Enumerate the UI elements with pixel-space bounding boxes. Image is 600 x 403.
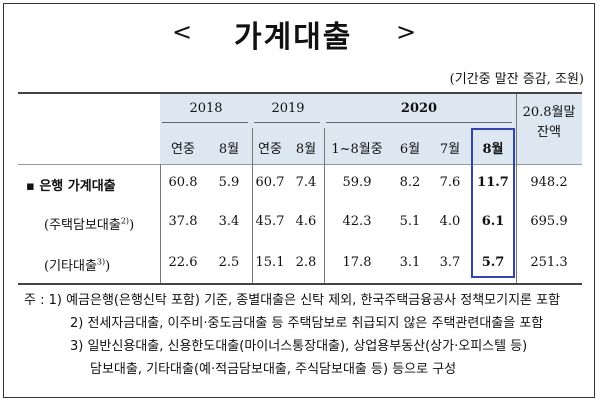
- table-cell: 60.7: [255, 175, 285, 190]
- footnote-3-continued: 담보대출, 기타대출(예·적금담보대출, 주식담보대출 등) 등으로 구성: [90, 362, 457, 377]
- table-cell: 3.7: [439, 255, 461, 270]
- table-cell: 22.6: [168, 255, 198, 270]
- balance-label-line2: 잔액: [537, 125, 561, 140]
- table-cell: 6.1: [481, 214, 505, 229]
- table-cell: 37.8: [168, 214, 198, 229]
- footnote-2: 2) 전세자금대출, 이주비·중도금대출 등 주택담보로 취급되지 않은 주택관…: [70, 316, 544, 331]
- title-right-bracket: >: [396, 18, 417, 46]
- table-cell: 3.4: [218, 214, 240, 229]
- footnote-3: 3) 일반신용대출, 신용한도대출(마이너스통장대출), 상업용부동산(상가·오…: [70, 339, 528, 354]
- table-cell: 15.1: [255, 255, 285, 270]
- table-cell: 2.8: [295, 255, 317, 270]
- table-cell: 59.9: [342, 175, 372, 190]
- title-text: 가계대출: [234, 20, 353, 55]
- table-cell: 17.8: [342, 255, 372, 270]
- sub-header: 8월: [482, 142, 504, 157]
- year-2018-underline: [162, 122, 248, 123]
- table-cell: 2.5: [218, 255, 240, 270]
- table-cell: 3.1: [399, 255, 421, 270]
- year-2020-underline: [326, 122, 512, 123]
- row-label: ▪ 은행 가계대출: [26, 179, 116, 194]
- column-separator: [516, 94, 517, 284]
- row-label: (기타대출3)): [44, 257, 111, 274]
- table-cell: 7.6: [439, 175, 461, 190]
- sub-header: 8월: [295, 142, 317, 157]
- table-cell: 60.8: [168, 175, 198, 190]
- footnote-1: 주 : 1) 예금은행(은행신탁 포함) 기준, 종별대출은 신탁 제외, 한국…: [24, 293, 561, 308]
- table-cell: 251.3: [530, 255, 568, 270]
- year-2019-underline: [254, 122, 320, 123]
- table-bottom-rule: [18, 283, 582, 285]
- table-cell: 695.9: [530, 214, 568, 229]
- table-cell: 4.0: [439, 214, 461, 229]
- column-separator: [324, 128, 325, 284]
- table-cell: 42.3: [342, 214, 372, 229]
- table-cell: 11.7: [477, 175, 509, 190]
- table-cell: 7.4: [295, 175, 317, 190]
- table-cell: 5.9: [218, 175, 240, 190]
- content-frame: [3, 3, 595, 398]
- table-cell: 948.2: [530, 175, 568, 190]
- table-cell: 45.7: [255, 214, 285, 229]
- highlight-box-aug-2020: [471, 128, 515, 278]
- sub-header: 연중: [258, 142, 282, 157]
- table-cell: 4.6: [295, 214, 317, 229]
- year-2020: 2020: [400, 101, 438, 116]
- year-2018: 2018: [189, 101, 223, 116]
- table-cell: 5.1: [399, 214, 421, 229]
- page-title: < 가계대출 >: [0, 12, 600, 56]
- balance-label-line1: 20.8월말: [522, 105, 576, 120]
- column-separator: [160, 164, 161, 284]
- title-left-bracket: <: [172, 18, 193, 46]
- year-2019: 2019: [271, 101, 305, 116]
- sub-header: 연중: [171, 142, 195, 157]
- table-cell: 5.7: [481, 255, 505, 270]
- header-bottom-rule: [18, 164, 582, 165]
- unit-note: (기간중 말잔 증감, 조원): [449, 72, 584, 87]
- column-separator: [252, 128, 253, 284]
- sub-header: 8월: [218, 142, 240, 157]
- sub-header: 1~8월중: [331, 142, 383, 157]
- table-top-rule: [18, 92, 582, 94]
- row-label: (주택담보대출2)): [44, 216, 135, 233]
- table-cell: 8.2: [399, 175, 421, 190]
- sub-header: 6월: [399, 142, 421, 157]
- sub-header: 7월: [439, 142, 461, 157]
